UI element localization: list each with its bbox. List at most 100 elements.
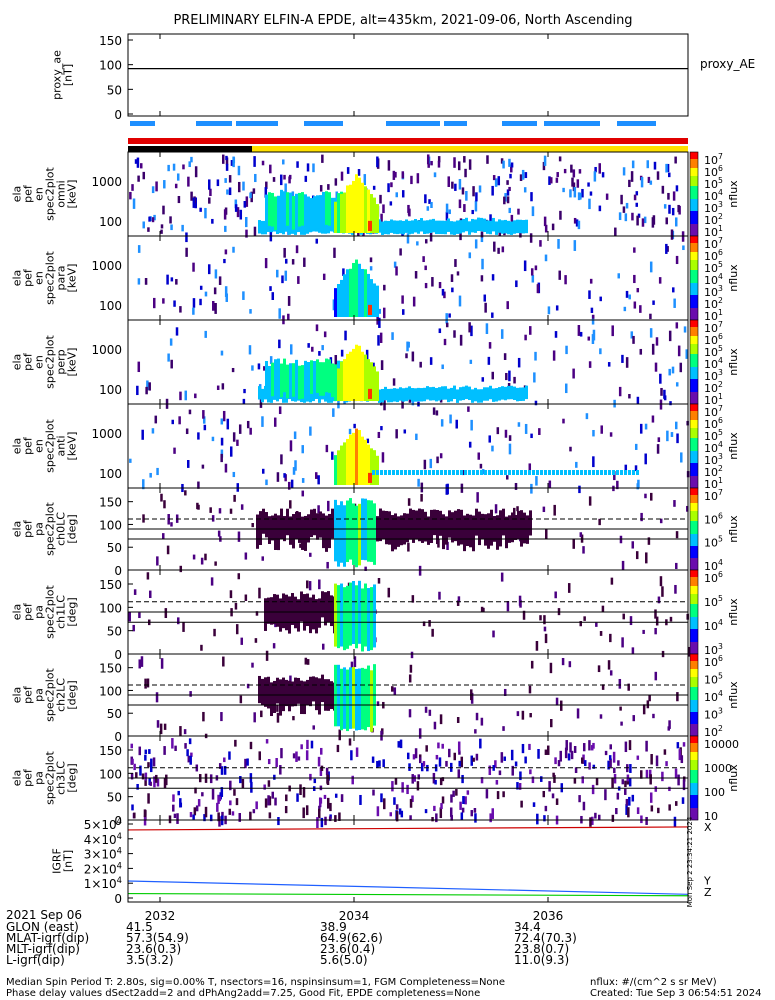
colorbar-step — [690, 752, 698, 754]
colorbar-step — [690, 539, 698, 541]
data-pixel — [468, 441, 472, 448]
colorbar-step — [690, 555, 698, 557]
colorbar-step — [690, 730, 698, 732]
data-pixel — [449, 414, 452, 424]
data-pixel — [523, 260, 527, 272]
data-pixel — [287, 481, 291, 490]
band-cell — [444, 220, 447, 235]
ephemeris-value: 3.5(3.2) — [126, 953, 174, 967]
data-pixel — [534, 265, 538, 271]
colorbar-step — [690, 580, 698, 582]
data-pixel — [301, 490, 305, 497]
colorbar-step — [690, 423, 698, 425]
data-pixel — [682, 742, 686, 747]
data-pixel — [170, 224, 173, 231]
data-pixel — [383, 284, 386, 291]
data-pixel — [418, 728, 422, 739]
colorbar-tick-label: 105 — [704, 260, 723, 275]
colorbar-step — [690, 631, 698, 633]
pa-cell — [490, 509, 493, 546]
colorbar-step — [690, 815, 698, 817]
bottom-axis: 2032 2034 2036 — [145, 909, 564, 923]
colorbar-step — [690, 808, 698, 810]
data-pixel — [237, 573, 241, 580]
data-pixel — [622, 167, 626, 176]
series-X — [127, 826, 689, 831]
colorbar-step — [690, 198, 698, 200]
band-cell — [447, 388, 450, 403]
core-cell — [361, 182, 364, 233]
data-pixel — [226, 189, 229, 195]
band-cell — [498, 219, 501, 233]
data-pixel — [544, 224, 548, 233]
band-cell — [426, 386, 429, 400]
colorbar-step — [690, 593, 698, 595]
colorbar-step — [690, 196, 698, 198]
data-pixel — [306, 659, 310, 665]
data-pixel — [631, 212, 634, 221]
data-pixel — [582, 743, 586, 752]
band-cell — [452, 470, 455, 475]
data-pixel — [621, 779, 625, 785]
data-pixel — [195, 805, 199, 812]
colorbar-step — [690, 245, 698, 247]
band-cell — [408, 386, 411, 400]
data-pixel — [229, 446, 233, 457]
data-pixel — [513, 507, 516, 516]
data-pixel — [320, 765, 324, 772]
colorbar-step — [690, 560, 698, 562]
series-Y — [127, 880, 689, 895]
colorbar-step — [690, 552, 698, 554]
colorbar-step — [690, 500, 698, 502]
data-pixel — [407, 341, 410, 348]
data-pixel — [665, 243, 668, 254]
colorbar-step — [690, 468, 698, 470]
data-pixel — [248, 345, 252, 355]
data-pixel — [640, 512, 643, 522]
data-pixel — [326, 561, 329, 569]
data-pixel — [146, 572, 150, 580]
data-pixel — [439, 778, 443, 786]
data-pixel — [510, 214, 514, 226]
colorbar-step — [690, 566, 698, 568]
colorbar-step — [690, 267, 698, 269]
data-pixel — [217, 530, 221, 537]
colorbar-step — [690, 818, 698, 820]
band-cell — [564, 470, 567, 475]
data-pixel — [186, 749, 189, 757]
band-cell — [310, 360, 313, 394]
data-pixel — [265, 181, 268, 189]
colorbar-step — [690, 168, 698, 170]
data-pixel — [234, 204, 238, 212]
data-pixel — [173, 300, 176, 307]
band-cell — [271, 192, 274, 227]
data-pixel — [550, 177, 553, 184]
data-pixel — [668, 720, 671, 729]
colorbar-step — [690, 308, 698, 310]
pa-core-cell — [340, 668, 343, 731]
band-cell — [438, 220, 441, 235]
pa-cell — [268, 516, 271, 544]
data-pixel — [608, 755, 612, 760]
data-pixel — [136, 385, 139, 396]
data-pixel — [151, 217, 155, 223]
colorbar-step — [690, 206, 698, 208]
colorbar-label: nflux — [727, 432, 740, 460]
data-pixel — [424, 239, 428, 244]
colorbar-step — [690, 621, 698, 623]
colorbar-step — [690, 635, 698, 637]
pa-cell — [303, 681, 306, 715]
data-pixel — [154, 415, 158, 424]
data-pixel — [249, 427, 252, 435]
data-pixel — [204, 553, 207, 561]
band-cell — [477, 389, 480, 403]
band-cell — [280, 189, 283, 224]
data-pixel — [160, 224, 164, 229]
colorbar-step — [690, 370, 698, 372]
data-pixel — [228, 751, 231, 760]
colorbar-step — [690, 647, 698, 649]
colorbar-step — [690, 701, 698, 703]
data-pixel — [584, 760, 587, 767]
colorbar-step — [690, 482, 698, 484]
